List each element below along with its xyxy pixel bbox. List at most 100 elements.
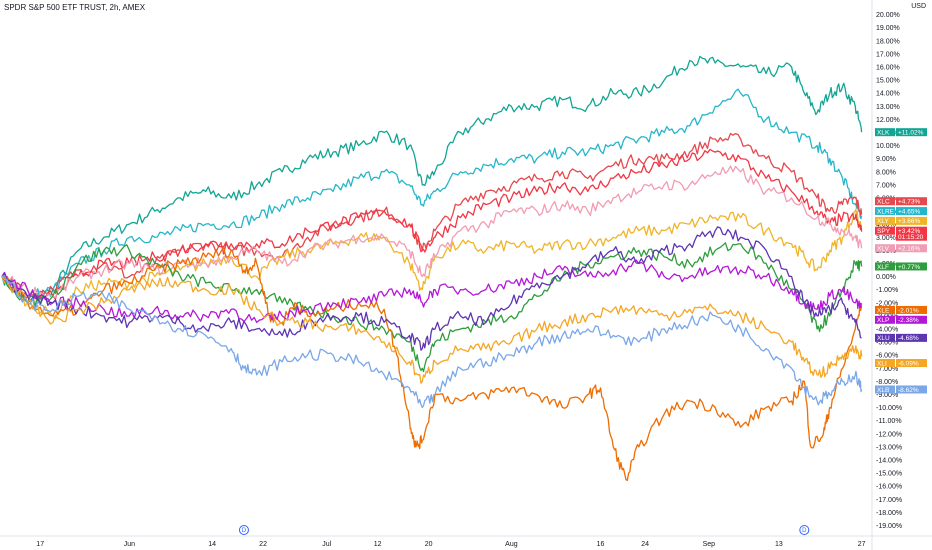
price-tag-xlv: XLV +2.16%: [875, 244, 927, 253]
time-axis[interactable]: 17 Jun 14 22 Jul 12 20 Aug 16 24 Sep 13 27 D D: [0, 525, 932, 549]
price-tag-value-bg: [896, 128, 927, 137]
y-tick-label: 17.00%: [876, 51, 900, 58]
y-tick-label: 15.00%: [876, 78, 900, 85]
series-line-xlb: [1, 275, 863, 409]
x-tick-label: 12: [374, 541, 382, 548]
price-tag-symbol-bg: [875, 226, 895, 235]
price-tag-xlp: XLP -2.38%: [875, 315, 927, 324]
x-tick-label: Jun: [124, 541, 135, 548]
x-tick-label: 24: [641, 541, 649, 548]
price-tag-value: +2.16%: [898, 246, 920, 253]
y-tick-label: 18.00%: [876, 38, 900, 45]
price-tag-xle: XLE -2.01%: [875, 305, 927, 314]
price-tag-symbol: XLV: [877, 246, 889, 253]
y-tick-label: -10.00%: [876, 405, 902, 412]
price-tag-symbol-bg: [875, 216, 895, 225]
price-tag-value-bg: [896, 244, 927, 253]
series-line-spy: [1, 148, 863, 302]
x-tick-label: 16: [597, 541, 605, 548]
series-line-xly: [1, 208, 863, 320]
price-tag-value: -8.62%: [898, 387, 919, 394]
series-line-xlu: [1, 226, 862, 351]
price-tag-symbol-bg: [875, 197, 895, 206]
price-tag-xli: XLI -6.09%: [875, 359, 927, 367]
x-tick-label: 27: [858, 541, 866, 548]
price-tag-spy: SPY +3.42%01:15:20: [875, 226, 927, 241]
dividend-marker[interactable]: [799, 525, 810, 535]
price-tag-value: +11.02%: [898, 129, 924, 136]
price-tag-symbol: XLF: [877, 264, 889, 271]
series-line-xlk: [1, 55, 863, 304]
price-tag-value: -4.68%: [898, 335, 919, 342]
series-line-xlv: [1, 165, 863, 300]
price-tag-value-bg: [896, 216, 927, 225]
price-tag-symbol-bg: [875, 207, 895, 216]
price-tag-xlk: XLK +11.02%: [875, 128, 927, 136]
x-tick-label: 20: [425, 541, 433, 548]
price-tag-symbol: XLRE: [877, 208, 895, 215]
x-tick-label: 22: [259, 541, 267, 548]
price-tag-value-bg: [896, 207, 927, 216]
price-tag-symbol-bg: [875, 305, 895, 314]
x-tick-label: 13: [775, 541, 783, 548]
x-tick-label: Sep: [703, 541, 716, 548]
price-tag-value-bg: [896, 333, 927, 342]
y-tick-label: 8.00%: [876, 169, 896, 176]
price-tag-value: +0.77%: [898, 264, 920, 271]
series-line-xlc: [1, 132, 863, 301]
price-tag-symbol-bg: [875, 128, 895, 137]
y-tick-label: -13.00%: [876, 444, 902, 451]
price-tag-value: -2.01%: [898, 307, 919, 314]
y-tick-label: 19.00%: [876, 25, 900, 32]
x-tick-label: Jul: [322, 541, 331, 548]
y-tick-label: 14.00%: [876, 91, 900, 98]
y-tick-label: -7.00%: [876, 366, 898, 373]
y-tick-label: 10.00%: [876, 143, 900, 150]
price-tag-value-bg: [896, 197, 927, 206]
series-line-xlp: [1, 259, 863, 324]
price-tag-value: -6.09%: [898, 360, 919, 367]
y-tick-label: -5.00%: [876, 340, 898, 347]
price-tag-symbol: XLP: [877, 317, 889, 324]
price-tag-symbol: XLY: [877, 218, 889, 225]
price-tag-symbol-bg: [875, 385, 895, 394]
price-tag-xlf: XLF +0.77%: [875, 262, 927, 271]
x-tick-label: 14: [208, 541, 216, 548]
price-tags: XLK +11.02%XLC +4.73%XLRE +4.65%XLY +3.66%SP…: [875, 128, 927, 394]
y-tick-label: 3.00%: [876, 235, 896, 242]
price-tag-value-bg: [896, 385, 927, 394]
price-tag-value: -2.38%: [898, 317, 919, 324]
price-tag-symbol: XLI: [877, 360, 887, 367]
currency-label: USD: [911, 3, 926, 10]
x-tick-label: 17: [36, 541, 44, 548]
y-tick-label: -18.00%: [876, 510, 902, 517]
series-line-xlre: [1, 88, 863, 299]
price-tag-symbol-bg: [875, 333, 895, 342]
dividend-marker[interactable]: [238, 525, 249, 535]
price-tag-symbol: XLU: [877, 335, 890, 342]
price-tag-value: +4.65%: [898, 208, 920, 215]
price-tag-value-bg: [896, 359, 927, 368]
series-layer: [1, 55, 863, 482]
price-tag-value-bg: [896, 315, 927, 324]
price-tag-xlu: XLU -4.68%: [875, 333, 927, 342]
y-tick-label: -12.00%: [876, 431, 902, 438]
price-tag-countdown: 01:15:20: [898, 234, 924, 241]
y-tick-label: 7.00%: [876, 182, 896, 189]
price-tag-xlb: XLB -8.62%: [875, 385, 927, 394]
y-tick-label: -4.00%: [876, 326, 898, 333]
y-tick-label: -14.00%: [876, 457, 902, 464]
price-axis[interactable]: 20.00% 19.00% 18.00% 17.00% 16.00% 15.00% 14.0…: [871, 0, 902, 550]
y-tick-label: -16.00%: [876, 484, 902, 491]
y-tick-label: 4.00%: [876, 222, 896, 229]
y-tick-label: 9.00%: [876, 156, 896, 163]
y-tick-label: -6.00%: [876, 353, 898, 360]
price-tag-symbol: XLE: [877, 307, 890, 314]
y-tick-label: 16.00%: [876, 64, 900, 71]
y-tick-label: -19.00%: [876, 523, 902, 530]
price-tag-symbol: XLC: [877, 199, 890, 206]
price-tag-symbol-bg: [875, 244, 895, 253]
price-tag-symbol: SPY: [877, 228, 891, 235]
price-tag-value-bg: [896, 226, 927, 241]
